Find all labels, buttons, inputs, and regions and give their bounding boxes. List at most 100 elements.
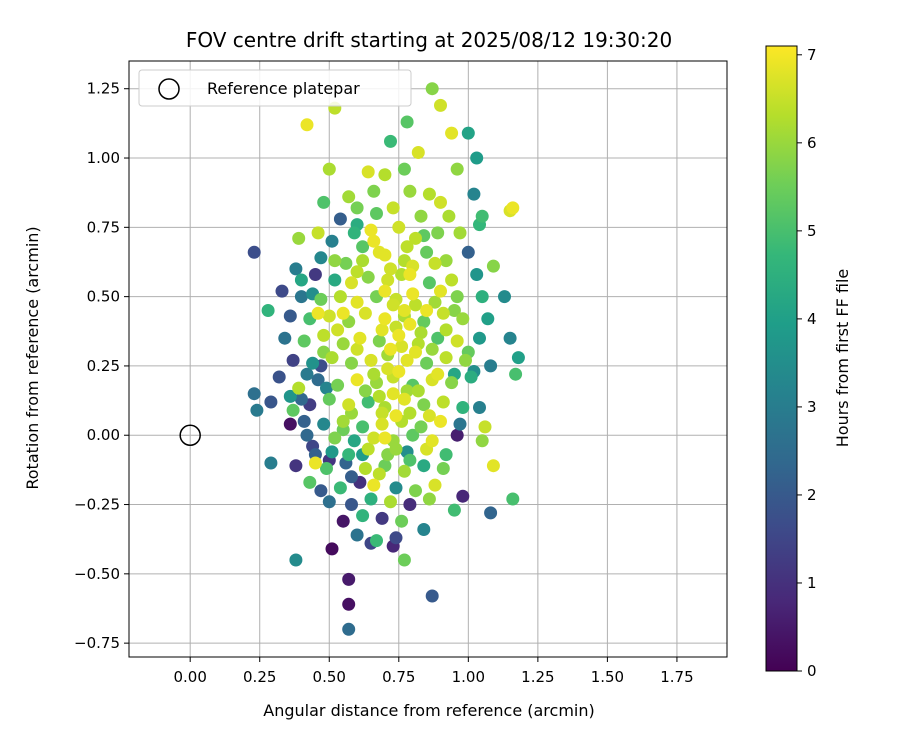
data-point <box>425 82 439 96</box>
data-point <box>456 401 470 414</box>
y-tick-label: −0.50 <box>74 565 120 583</box>
data-point <box>447 503 461 517</box>
data-point <box>336 414 350 428</box>
data-point <box>403 268 417 281</box>
data-point <box>511 351 525 365</box>
data-point <box>506 492 520 506</box>
data-point <box>300 367 314 381</box>
data-point <box>389 409 403 423</box>
data-point <box>350 373 364 387</box>
x-tick-label: 0.50 <box>313 668 346 686</box>
data-point <box>372 389 386 403</box>
data-point <box>283 309 297 323</box>
data-point <box>422 187 436 201</box>
y-tick-label: 0.00 <box>87 426 120 444</box>
data-point <box>428 478 442 492</box>
y-tick-label: 0.25 <box>87 357 120 375</box>
data-point <box>311 373 325 387</box>
data-point <box>278 331 292 345</box>
data-point <box>328 254 342 268</box>
data-point <box>484 506 498 520</box>
data-point <box>375 406 389 420</box>
data-point <box>372 334 386 348</box>
data-point <box>289 553 303 567</box>
data-point <box>439 254 453 268</box>
y-axis-label: Rotation from reference (arcmin) <box>23 226 42 489</box>
data-point <box>434 284 447 298</box>
legend-box <box>138 69 412 107</box>
data-point <box>453 417 467 431</box>
x-axis-ticks: 0.00 0.25 0.50 0.75 1.00 1.25 1.50 1.75 <box>173 657 694 686</box>
data-point <box>378 284 392 298</box>
colorbar-ticks: 0 1 2 3 4 5 6 7 <box>797 46 817 680</box>
data-point <box>345 498 358 511</box>
data-point <box>289 262 303 276</box>
data-point <box>367 367 381 381</box>
data-point <box>308 268 322 281</box>
data-point <box>403 406 417 420</box>
data-point <box>294 290 308 304</box>
data-point <box>456 312 470 326</box>
legend-label: Reference platepar <box>207 79 360 98</box>
data-point <box>342 448 356 462</box>
data-point <box>436 462 450 475</box>
data-point <box>283 417 297 431</box>
data-point <box>356 240 370 254</box>
data-point <box>261 304 275 317</box>
data-point <box>456 489 470 503</box>
data-point <box>331 378 345 392</box>
data-point <box>342 597 356 611</box>
data-point <box>333 290 347 304</box>
data-point <box>422 492 436 506</box>
y-tick-label: −0.25 <box>74 496 120 514</box>
data-point <box>439 448 453 462</box>
data-point <box>347 226 361 240</box>
data-point <box>311 306 325 320</box>
data-point <box>414 209 428 223</box>
x-tick-label: 0.00 <box>173 668 206 686</box>
data-point <box>389 442 403 456</box>
data-point <box>392 328 406 342</box>
data-point <box>428 256 442 270</box>
data-point <box>361 165 375 179</box>
data-point <box>411 384 425 398</box>
x-tick-label: 0.75 <box>382 668 415 686</box>
x-tick-label: 1.25 <box>521 668 554 686</box>
data-point <box>384 495 397 509</box>
data-point <box>289 459 303 473</box>
data-point <box>384 134 397 148</box>
data-point <box>320 462 333 475</box>
data-point <box>409 484 422 498</box>
data-point <box>425 589 439 603</box>
data-point <box>336 306 350 320</box>
data-point <box>350 342 364 356</box>
data-point <box>364 492 378 506</box>
data-point <box>386 298 400 312</box>
legend-circle-icon <box>158 78 180 100</box>
data-point <box>461 126 475 140</box>
y-tick-label: 1.25 <box>87 80 120 98</box>
data-point <box>370 207 383 220</box>
data-point <box>356 420 370 434</box>
data-point <box>297 414 311 428</box>
data-point <box>420 304 434 317</box>
data-point <box>422 276 436 290</box>
data-point <box>358 384 372 398</box>
data-point <box>403 317 417 331</box>
data-point <box>292 381 306 395</box>
data-point <box>345 276 358 290</box>
data-point <box>317 328 331 342</box>
data-point <box>417 523 431 536</box>
data-point <box>395 514 409 528</box>
data-points <box>247 82 525 636</box>
data-point <box>397 464 411 478</box>
colorbar-gradient <box>765 45 798 672</box>
data-point <box>314 251 328 265</box>
data-point <box>294 273 308 287</box>
data-point <box>420 245 434 259</box>
data-point <box>392 220 406 234</box>
colorbar: 0 1 2 3 4 5 6 7 Hours from first FF file <box>765 45 852 680</box>
data-point <box>378 431 392 445</box>
data-point <box>384 342 397 356</box>
data-point <box>484 359 498 373</box>
